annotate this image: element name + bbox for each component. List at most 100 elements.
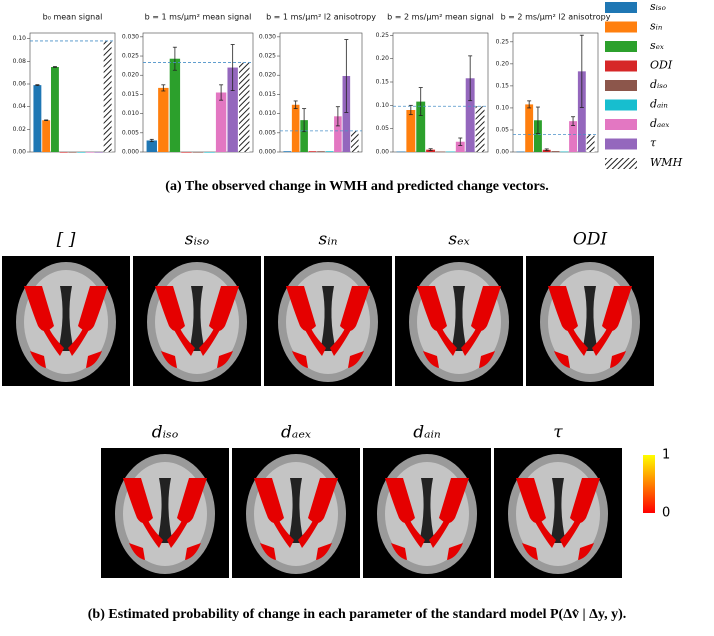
legend-label: dᵢₛₒ [650, 78, 667, 91]
brain-map [363, 448, 491, 578]
brain-map [395, 256, 523, 386]
y-tick-label: 0.08 [13, 58, 27, 65]
y-tick-label: 0.015 [122, 91, 139, 98]
bar [525, 104, 534, 152]
legend-swatch [605, 99, 637, 111]
y-tick-label: 0.25 [376, 32, 390, 39]
legend: sᵢₛₒ sᵢₙ sₑₓ ODI dᵢₛₒ dₐᵢₙ dₐₑₓ τ WMH [605, 0, 683, 169]
bar [77, 152, 86, 153]
map-label: dₐᵢₙ [413, 423, 441, 443]
bar [68, 152, 77, 153]
bar [50, 67, 59, 152]
error-bar [527, 100, 532, 109]
bar [103, 40, 112, 152]
y-tick-label: 0.05 [496, 126, 510, 133]
brain-map [526, 256, 654, 386]
chart-title: b = 1 ms/μm² mean signal [145, 13, 252, 22]
error-bar [418, 87, 423, 116]
legend-swatch [605, 119, 637, 130]
bar [465, 78, 475, 152]
y-tick-label: 0.20 [376, 55, 390, 62]
legend-swatch [605, 21, 637, 33]
y-tick-label: 0.05 [376, 125, 390, 132]
legend-label: sᵢₛₒ [650, 0, 666, 13]
map-label: ODI [573, 230, 608, 250]
bar [169, 58, 181, 152]
map-label: dₐₑₓ [281, 423, 311, 443]
error-bar [161, 84, 166, 92]
map-label: [ ] [57, 230, 76, 250]
y-tick-label: 0.005 [259, 129, 276, 136]
chart-title: b = 1 ms/μm² l2 anisotropy [266, 13, 376, 22]
legend-swatch [605, 80, 637, 91]
error-bar [52, 66, 57, 68]
y-tick-label: 0.04 [13, 103, 27, 110]
map-label: dᵢₛₒ [152, 423, 179, 443]
bar [396, 151, 406, 153]
bar [455, 141, 465, 152]
bar [436, 151, 445, 153]
error-bar [579, 34, 584, 108]
bar [283, 151, 292, 152]
brain-map [133, 256, 261, 386]
y-tick-label: 0.000 [259, 149, 276, 156]
bar [146, 140, 157, 152]
bar [300, 120, 308, 152]
bar [308, 151, 317, 152]
caption: (b) Estimated probability of change in e… [88, 607, 627, 622]
y-tick-label: 0.025 [259, 53, 276, 60]
map-label: sᵢₙ [318, 230, 337, 250]
y-tick-label: 0.00 [496, 149, 510, 156]
error-bar [335, 106, 340, 127]
bar [181, 152, 192, 153]
y-tick-label: 0.030 [259, 33, 276, 40]
bar [406, 110, 416, 152]
bar [239, 62, 250, 153]
legend-label: WMH [650, 156, 683, 169]
y-tick-label: 0.10 [496, 104, 510, 111]
caption: (a) The observed change in WMH and predi… [165, 179, 548, 194]
y-tick-label: 0.030 [122, 33, 139, 40]
bar [445, 151, 455, 153]
y-tick-label: 0.15 [376, 79, 390, 86]
bar [533, 120, 542, 152]
bar [325, 151, 334, 152]
y-tick-label: 0.015 [259, 91, 276, 98]
chart-title: b = 2 ms/μm² mean signal [387, 13, 494, 22]
error-bar [344, 39, 349, 113]
error-bar [44, 119, 49, 122]
y-tick-label: 0.06 [13, 81, 27, 88]
error-bar [408, 104, 413, 116]
bar [416, 101, 426, 152]
bar [192, 152, 204, 153]
y-tick-label: 0.10 [13, 35, 27, 42]
legend-label: dₐₑₓ [650, 117, 669, 130]
legend-label: sᵢₙ [650, 20, 662, 33]
bar-charts: b₀ mean signal 0.00 0.02 0.04 0.06 0.08 0.10 b … [13, 13, 611, 156]
y-tick-label: 0.00 [13, 149, 27, 156]
bar [317, 151, 325, 152]
bar [94, 152, 103, 153]
y-tick-label: 0.010 [259, 110, 276, 117]
error-bar [230, 44, 235, 91]
legend-swatch [605, 41, 637, 52]
legend-swatch [605, 60, 637, 72]
bar [42, 120, 51, 152]
y-tick-label: 0.020 [259, 72, 276, 79]
error-bar [172, 46, 177, 71]
bar [350, 130, 359, 152]
legend-label: τ [650, 137, 657, 150]
y-tick-label: 0.005 [122, 129, 139, 136]
bar [334, 116, 342, 152]
bar [516, 151, 525, 153]
brain-map [494, 448, 622, 578]
y-tick-label: 0.10 [376, 102, 390, 109]
colorbar-label: 0 [662, 506, 670, 521]
chart-title: b₀ mean signal [43, 13, 103, 22]
bar [59, 152, 68, 153]
bar [586, 134, 595, 152]
bar [33, 85, 42, 152]
bar [551, 151, 560, 152]
bar [227, 67, 238, 152]
